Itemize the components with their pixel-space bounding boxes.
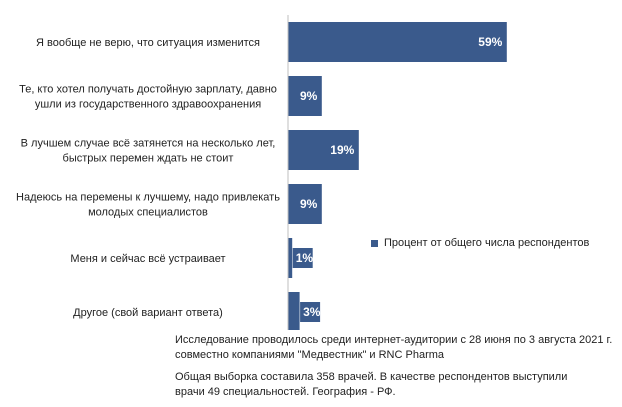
category-label: Меня и сейчас всё устраивает (70, 253, 225, 265)
bar (288, 22, 507, 62)
data-label: 9% (300, 89, 318, 103)
legend-label: Процент от общего числа респондентов (384, 237, 590, 249)
category-label-line: молодых специалистов (88, 207, 208, 219)
category-label: В лучшем случае всё затянется на несколь… (21, 138, 276, 165)
data-label: 59% (478, 35, 502, 49)
category-label-line: В лучшем случае всё затянется на несколь… (21, 138, 276, 150)
category-label-line: Те, кто хотел получать достойную зарплат… (19, 84, 277, 96)
data-label: 1% (296, 251, 314, 265)
bar (288, 238, 293, 278)
data-label: 9% (300, 197, 318, 211)
footnote-line: врачи 49 специальностей. География - РФ. (175, 386, 396, 398)
footnote-line: совместно компаниями "Медвестник" и RNC … (175, 349, 445, 361)
category-label: Другое (свой вариант ответа) (73, 307, 223, 319)
category-label-line: Другое (свой вариант ответа) (73, 307, 223, 319)
footnote-sample-info: Общая выборка составила 358 врачей. В ка… (175, 370, 615, 400)
data-label-background (300, 302, 321, 322)
legend-swatch (371, 239, 378, 247)
category-label-line: Я вообще не верю, что ситуация изменится (36, 37, 260, 49)
data-label-background (292, 248, 313, 268)
footnote-line: Исследование проводилось среди интернет-… (175, 334, 613, 346)
legend: Процент от общего числа респондентов (371, 237, 589, 249)
footnote-study-info: Исследование проводилось среди интернет-… (175, 333, 615, 363)
footnotes: Исследование проводилось среди интернет-… (175, 333, 615, 407)
category-label-line: Надеюсь на перемены к лучшему, надо прив… (16, 192, 280, 204)
bar (288, 292, 300, 330)
bar-chart: 59% Я вообще не верю, что ситуация измени… (16, 15, 507, 330)
bar (288, 76, 322, 116)
category-label: Надеюсь на перемены к лучшему, надо прив… (16, 192, 280, 219)
category-label-line: ушли из государственного здравоохранения (35, 99, 261, 111)
data-label: 19% (330, 143, 354, 157)
bar (288, 184, 322, 224)
data-label: 3% (303, 305, 321, 319)
bar (288, 130, 359, 170)
category-label: Те, кто хотел получать достойную зарплат… (19, 84, 277, 111)
category-label-line: Меня и сейчас всё устраивает (70, 253, 225, 265)
category-label: Я вообще не верю, что ситуация изменится (36, 37, 260, 49)
category-label-line: быстрых перемен ждать не стоит (63, 153, 234, 165)
footnote-line: Общая выборка составила 358 врачей. В ка… (175, 371, 568, 383)
